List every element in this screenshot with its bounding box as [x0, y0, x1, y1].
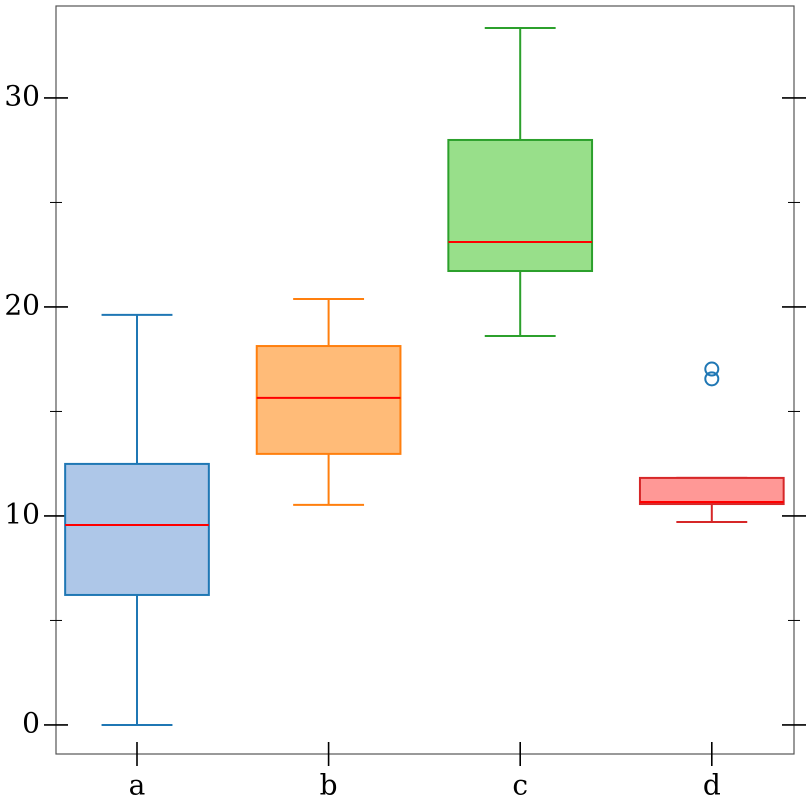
box: [64, 462, 210, 596]
y-tick-label: 10: [4, 497, 40, 530]
plot-frame: [55, 5, 795, 755]
box: [638, 476, 785, 506]
x-tick-label: b: [320, 769, 338, 802]
flier: [704, 361, 720, 377]
y-tick-label: 20: [4, 288, 40, 321]
box: [255, 345, 402, 455]
y-tick-label: 30: [4, 79, 40, 112]
box: [447, 138, 594, 273]
y-tick-label: 0: [22, 706, 40, 739]
x-tick-label: d: [703, 769, 721, 802]
flier: [704, 371, 720, 387]
x-tick-label: a: [129, 769, 146, 802]
x-tick-label: c: [512, 769, 528, 802]
